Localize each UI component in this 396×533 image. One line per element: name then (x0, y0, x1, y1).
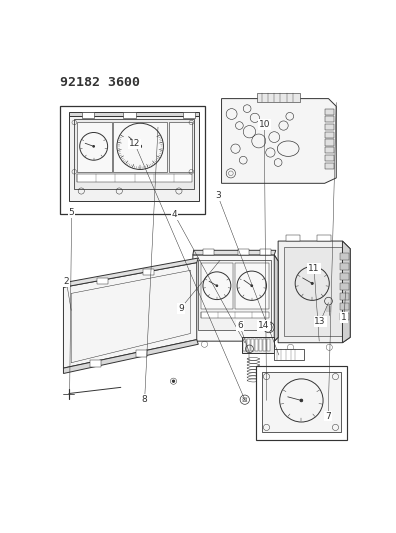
Bar (257, 93, 300, 102)
Bar (340, 282, 348, 290)
Bar (143, 269, 154, 275)
Text: 12: 12 (129, 140, 141, 149)
Text: 92182 3600: 92182 3600 (60, 76, 140, 90)
Bar (201, 312, 269, 318)
Polygon shape (193, 255, 278, 341)
Bar (203, 249, 214, 255)
Bar (325, 147, 334, 154)
Bar (325, 132, 334, 138)
Bar (255, 339, 258, 351)
Bar (260, 249, 271, 255)
Circle shape (251, 285, 253, 287)
Bar (238, 249, 249, 255)
Bar (259, 339, 262, 351)
Bar (183, 112, 195, 118)
Text: 8: 8 (142, 395, 148, 404)
Bar (242, 337, 274, 353)
Polygon shape (69, 116, 199, 201)
Bar (325, 124, 334, 130)
Text: 6: 6 (237, 321, 243, 330)
Polygon shape (63, 258, 198, 287)
Text: 10: 10 (259, 120, 270, 129)
Text: 11: 11 (308, 264, 320, 273)
Circle shape (172, 380, 175, 382)
Polygon shape (69, 112, 199, 116)
Polygon shape (63, 263, 197, 368)
Circle shape (216, 285, 218, 287)
Bar (74, 119, 194, 189)
Bar (340, 273, 348, 280)
Polygon shape (278, 241, 350, 343)
Bar (123, 112, 135, 118)
Text: 1: 1 (341, 313, 347, 322)
Bar (113, 122, 167, 172)
Bar (340, 303, 348, 310)
Bar (60, 106, 204, 214)
Bar (201, 263, 233, 309)
Polygon shape (343, 241, 350, 343)
Bar (243, 339, 246, 351)
Circle shape (139, 145, 142, 148)
Circle shape (311, 282, 313, 285)
Bar (262, 372, 341, 432)
Bar (251, 339, 254, 351)
Bar (325, 109, 334, 115)
Bar (235, 263, 269, 309)
Bar (247, 339, 250, 351)
Text: 13: 13 (314, 317, 326, 326)
Bar (136, 350, 147, 357)
Bar (97, 278, 108, 284)
Bar (76, 122, 112, 172)
Circle shape (93, 146, 95, 147)
Text: 9: 9 (178, 304, 184, 313)
Text: 2: 2 (64, 277, 69, 286)
Bar (76, 174, 192, 182)
Polygon shape (221, 99, 336, 183)
Text: 5: 5 (69, 208, 74, 217)
Bar (274, 349, 304, 360)
Bar (340, 253, 348, 260)
Bar (284, 247, 342, 336)
Bar (340, 313, 348, 320)
Bar (325, 140, 334, 146)
Text: 4: 4 (172, 211, 177, 220)
Bar (286, 235, 300, 241)
Bar (325, 163, 334, 168)
Bar (263, 339, 266, 351)
Bar (267, 339, 270, 351)
Polygon shape (193, 251, 276, 255)
Bar (169, 122, 192, 172)
Bar (317, 235, 331, 241)
Bar (82, 112, 95, 118)
Circle shape (300, 399, 303, 402)
Bar (325, 155, 334, 161)
Bar (340, 263, 348, 270)
Text: 3: 3 (215, 191, 221, 200)
Bar (325, 116, 334, 123)
Bar (340, 293, 348, 301)
Text: 7: 7 (325, 411, 331, 421)
Bar (90, 360, 101, 367)
Bar (198, 260, 271, 329)
Text: 14: 14 (258, 321, 269, 330)
Polygon shape (274, 255, 278, 341)
Polygon shape (63, 340, 198, 374)
Bar (256, 366, 347, 440)
